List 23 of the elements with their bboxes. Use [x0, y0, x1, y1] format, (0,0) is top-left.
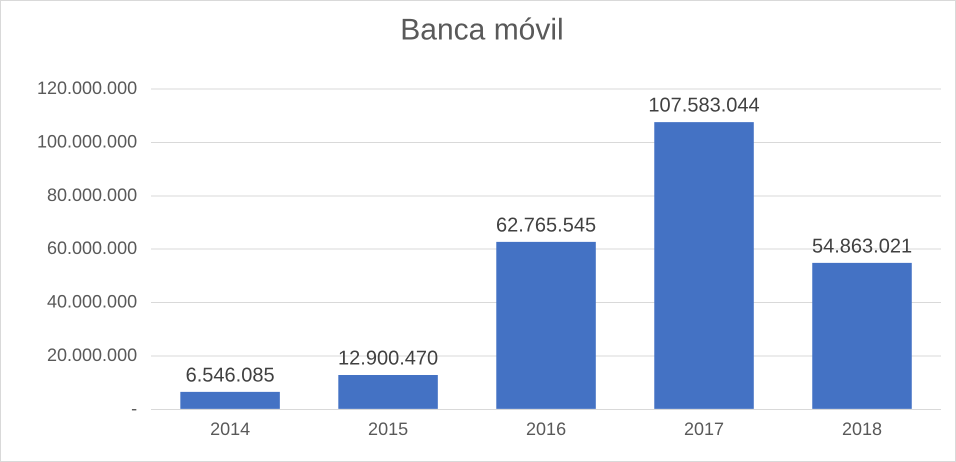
y-tick-label: -	[131, 398, 138, 418]
bar	[496, 242, 596, 409]
y-tick-label: 120.000.000	[36, 78, 138, 98]
y-tick-label: 40.000.000	[47, 292, 138, 312]
bar	[654, 122, 754, 409]
y-tick-label: 20.000.000	[47, 344, 138, 365]
data-label: 12.900.470	[338, 347, 438, 370]
y-tick-label: 80.000.000	[47, 184, 138, 205]
data-label: 6.546.085	[186, 364, 275, 386]
x-tick-label: 2014	[210, 419, 250, 440]
bar	[180, 392, 280, 409]
y-tick-label: 60.000.000	[47, 238, 138, 258]
bar	[812, 262, 912, 409]
y-tick-label: 100.000.000	[36, 131, 138, 152]
chart-title: Banca móvil	[400, 13, 564, 46]
x-tick-label: 2017	[684, 419, 724, 440]
data-label: 107.583.044	[648, 94, 760, 117]
x-tick-label: 2016	[526, 419, 566, 440]
bar	[338, 374, 438, 409]
data-label: 54.863.021	[812, 235, 912, 258]
data-label: 62.765.545	[496, 214, 596, 236]
x-tick-label: 2015	[368, 419, 408, 440]
x-tick-label: 2018	[842, 419, 882, 440]
